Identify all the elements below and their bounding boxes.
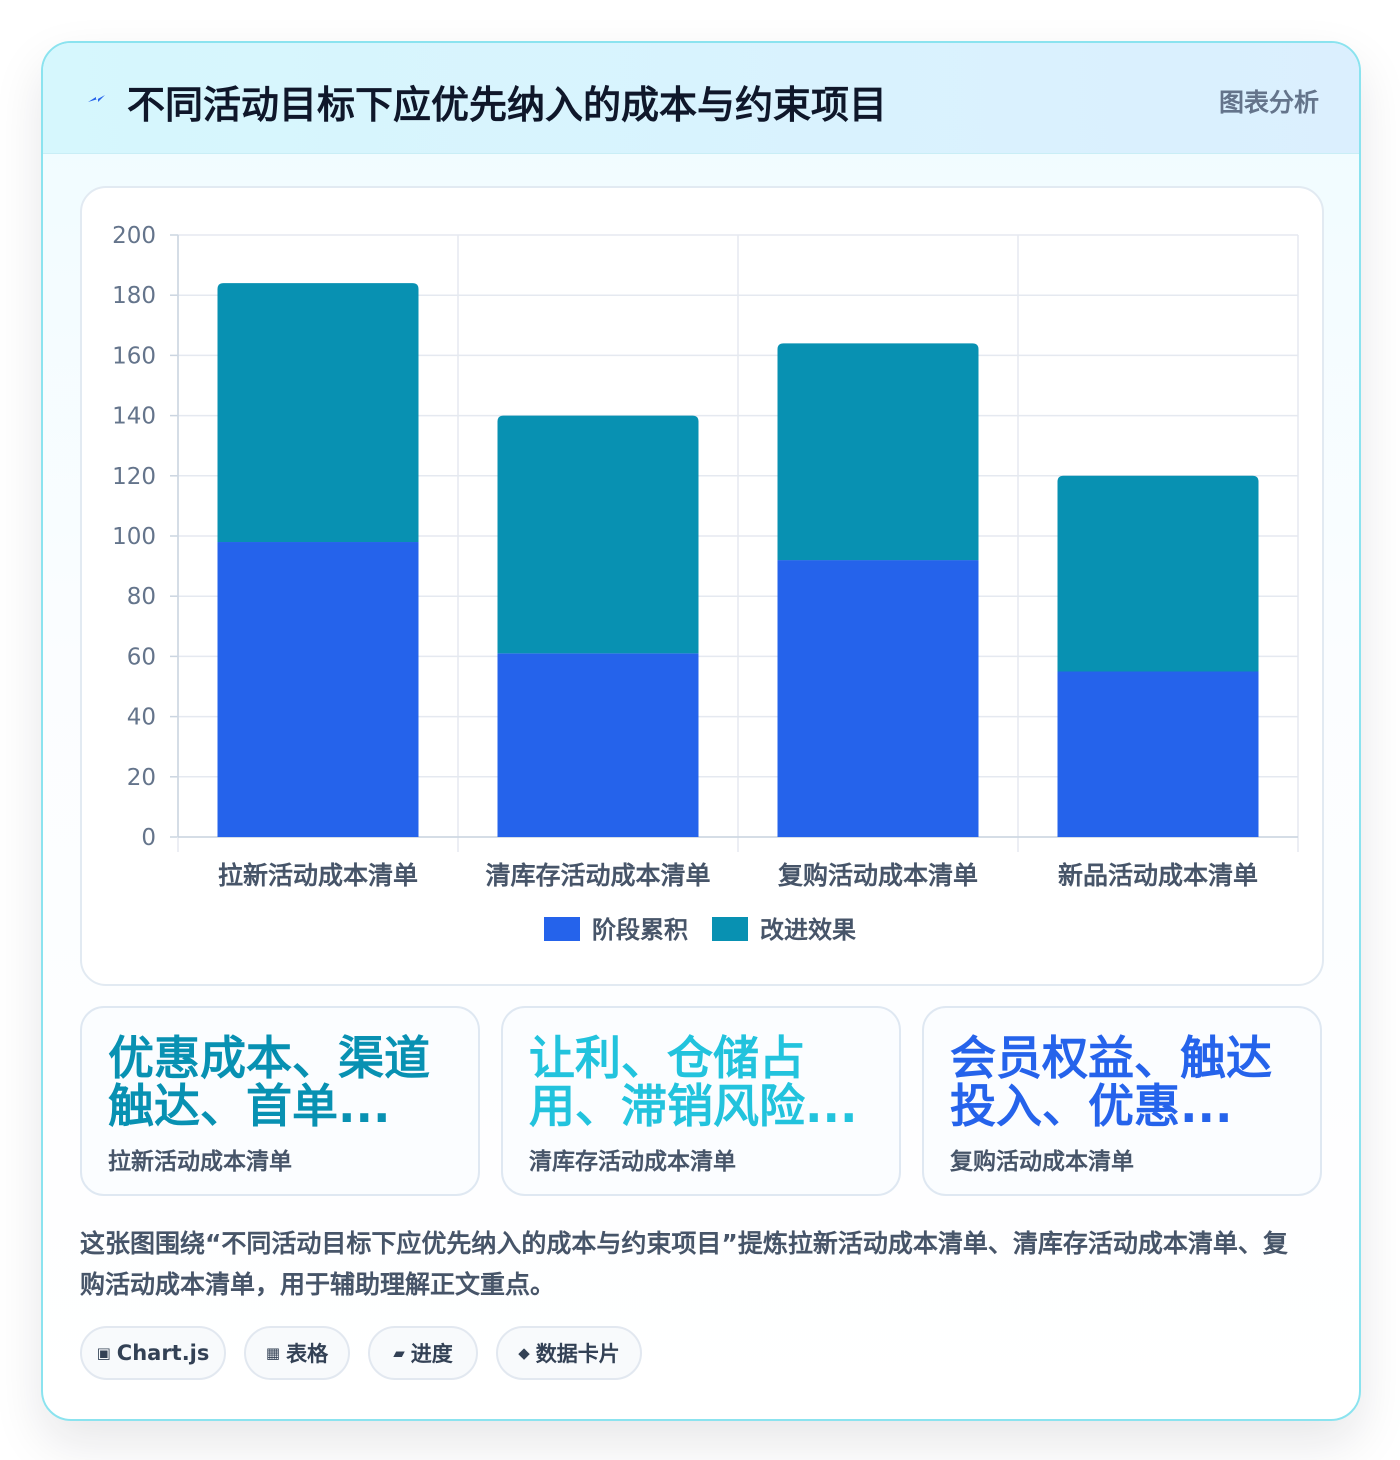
stat-value-3: 会员权益、触达投入、优惠... [950, 1034, 1272, 1130]
x-tick-label: 新品活动成本清单 [1058, 861, 1258, 890]
card-header: 不同活动目标下应优先纳入的成本与约束项目 图表分析 [43, 43, 1359, 154]
y-tick-label: 60 [127, 644, 156, 670]
bar-1-series-1 [217, 542, 419, 837]
y-tick-label: 120 [112, 464, 156, 490]
bar-3-series-1 [777, 560, 979, 837]
chart-analysis-tag: 图表分析 [1218, 88, 1319, 117]
y-tick-label: 80 [127, 584, 156, 610]
lightning-icon [88, 95, 105, 102]
stat-value-1: 优惠成本、渠道触达、首单... [108, 1034, 430, 1130]
table-icon: ▦ [265, 1344, 281, 1362]
x-tick-label: 拉新活动成本清单 [218, 861, 418, 890]
legend-swatch-1 [544, 917, 580, 941]
bar-4-series-2 [1057, 475, 1259, 672]
page-title: 不同活动目标下应优先纳入的成本与约束项目 [127, 83, 888, 127]
diamond-icon: ◆ [518, 1344, 530, 1362]
y-tick-label: 140 [112, 404, 156, 430]
chip-label: Chart.js [116, 1341, 210, 1365]
bar-1-series-2 [217, 283, 419, 543]
chip-chartjs[interactable]: ▣ Chart.js [80, 1326, 226, 1380]
chip-progress[interactable]: ▰ 进度 [368, 1326, 478, 1380]
chart-box-icon: ▣ [96, 1344, 111, 1362]
stat-label-1: 拉新活动成本清单 [108, 1149, 292, 1175]
y-tick-label: 0 [141, 825, 156, 851]
chip-data-card[interactable]: ◆ 数据卡片 [496, 1326, 642, 1380]
legend-label-2: 改进效果 [760, 916, 856, 944]
stat-card-2: 让利、仓储占用、滞销风险... 清库存活动成本清单 [501, 1006, 901, 1196]
chart-panel: 0 20 40 60 80 100 120 140 160 180 200 拉新活动成本清单 清库存活动… [80, 186, 1324, 986]
bar-2-series-1 [497, 653, 699, 837]
chart-description: 这张图围绕“不同活动目标下应优先纳入的成本与约束项目”提炼拉新活动成本清单、清库… [80, 1229, 1288, 1299]
stat-label-3: 复购活动成本清单 [950, 1149, 1134, 1175]
stacked-bar-chart: 0 20 40 60 80 100 120 140 160 180 200 拉新活动成本清单 清库存活动… [112, 223, 1299, 944]
bar-3-series-2 [777, 343, 979, 561]
y-tick-label: 40 [127, 705, 156, 731]
legend-swatch-2 [712, 917, 748, 941]
chart-card: 不同活动目标下应优先纳入的成本与约束项目 图表分析 0 20 40 60 80 100 12… [41, 41, 1361, 1421]
bar-4-series-1 [1057, 671, 1259, 837]
y-tick-label: 20 [127, 765, 156, 791]
y-tick-label: 160 [112, 343, 156, 369]
stat-value-2: 让利、仓储占用、滞销风险... [529, 1034, 858, 1130]
chip-label: 表格 [286, 1342, 329, 1366]
stat-label-2: 清库存活动成本清单 [529, 1149, 736, 1175]
stat-card-3: 会员权益、触达投入、优惠... 复购活动成本清单 [922, 1006, 1322, 1196]
chip-label: 进度 [410, 1342, 453, 1366]
y-tick-label: 200 [112, 223, 156, 249]
y-tick-label: 100 [112, 524, 156, 550]
y-tick-label: 180 [112, 283, 156, 309]
chip-table[interactable]: ▦ 表格 [244, 1326, 350, 1380]
progress-icon: ▰ [393, 1344, 405, 1362]
legend-label-1: 阶段累积 [592, 916, 688, 944]
bar-2-series-2 [497, 415, 699, 654]
x-tick-label: 复购活动成本清单 [778, 861, 978, 890]
chip-label: 数据卡片 [535, 1342, 620, 1366]
stat-card-1: 优惠成本、渠道触达、首单... 拉新活动成本清单 [80, 1006, 480, 1196]
x-tick-label: 清库存活动成本清单 [485, 861, 710, 890]
